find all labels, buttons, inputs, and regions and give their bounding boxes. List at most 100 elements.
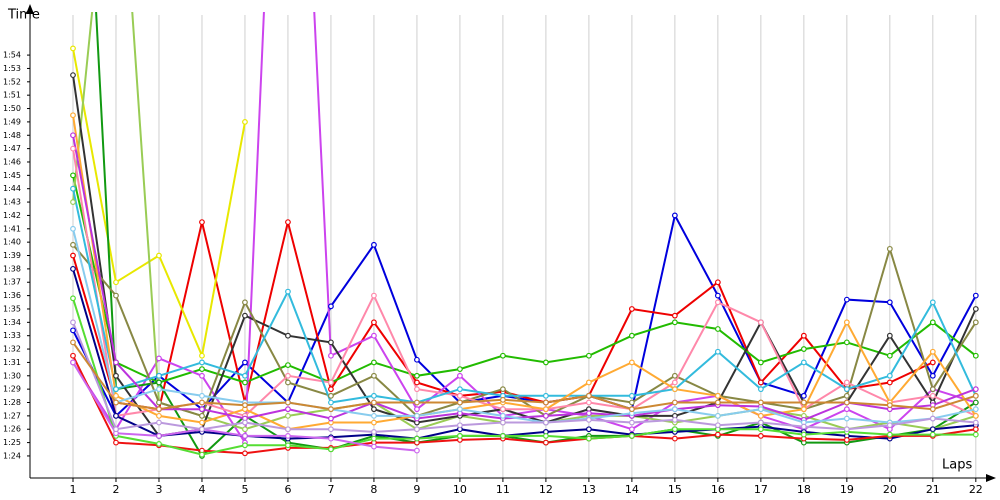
point — [328, 303, 334, 310]
y-tick-label: 1:46 — [3, 157, 21, 166]
point — [371, 319, 377, 326]
point — [457, 433, 463, 439]
point — [285, 412, 291, 419]
x-tick-label: 21 — [926, 483, 940, 496]
point — [242, 450, 248, 457]
point — [371, 443, 377, 450]
point — [70, 252, 76, 259]
point — [199, 419, 205, 426]
point — [242, 442, 248, 449]
point — [285, 362, 291, 368]
point — [285, 372, 291, 379]
point — [371, 406, 377, 413]
point — [929, 348, 936, 355]
point — [757, 419, 764, 426]
y-tick-label: 1:26 — [3, 425, 21, 434]
point — [972, 399, 979, 406]
x-axis-arrow — [986, 474, 996, 482]
point — [457, 372, 463, 379]
point — [972, 412, 979, 419]
point — [156, 252, 162, 259]
point — [156, 355, 162, 362]
point — [886, 245, 893, 252]
point — [285, 288, 291, 295]
point — [542, 359, 549, 366]
point — [671, 416, 678, 423]
point — [199, 352, 205, 359]
point — [714, 299, 721, 306]
point — [328, 426, 334, 433]
point — [414, 412, 420, 419]
point — [542, 433, 549, 439]
point — [671, 399, 678, 406]
y-tick-label: 1:48 — [3, 131, 21, 140]
point — [328, 406, 334, 413]
point — [542, 439, 549, 446]
point — [285, 442, 291, 449]
y-tick-label: 1:24 — [3, 451, 21, 460]
y-tick-label: 1:34 — [3, 318, 21, 327]
y-tick-label: 1:28 — [3, 398, 21, 407]
point — [242, 426, 248, 433]
point — [886, 372, 893, 379]
point — [70, 145, 76, 152]
point — [800, 392, 807, 399]
point — [628, 433, 635, 439]
point — [886, 332, 893, 339]
point — [156, 441, 162, 447]
point — [242, 402, 248, 409]
point — [542, 392, 549, 399]
point — [714, 348, 721, 355]
point — [628, 332, 635, 339]
point — [371, 332, 377, 339]
point — [70, 359, 76, 366]
point — [714, 399, 721, 406]
point — [414, 399, 420, 406]
point — [542, 399, 549, 406]
point — [714, 422, 721, 429]
point — [414, 356, 420, 363]
point — [886, 352, 893, 359]
point — [800, 359, 807, 366]
point — [585, 410, 592, 417]
point — [886, 379, 893, 386]
point — [671, 435, 678, 442]
point — [371, 359, 377, 366]
point — [371, 392, 377, 399]
y-tick-label: 1:29 — [3, 385, 21, 394]
point — [371, 435, 377, 442]
point — [285, 399, 291, 406]
point — [800, 332, 807, 339]
point — [972, 419, 979, 426]
point — [757, 359, 764, 366]
point — [929, 386, 936, 393]
point — [199, 219, 205, 226]
point — [972, 426, 979, 433]
point — [70, 132, 76, 139]
point — [457, 399, 463, 406]
point — [757, 406, 764, 413]
y-tick-label: 1:53 — [3, 64, 21, 73]
point — [843, 386, 850, 393]
point — [929, 299, 936, 306]
point — [972, 386, 979, 393]
x-tick-label: 11 — [496, 483, 510, 496]
point — [585, 352, 592, 359]
point — [500, 419, 506, 426]
point — [328, 392, 334, 399]
series-line — [72, 188, 977, 404]
y-tick-label: 1:37 — [3, 278, 21, 287]
point — [972, 292, 979, 299]
point — [199, 399, 205, 406]
x-tick-label: 5 — [241, 483, 248, 496]
y-tick-label: 1:42 — [3, 211, 21, 220]
point — [843, 406, 850, 413]
point — [457, 392, 463, 399]
x-tick-label: 3 — [155, 483, 162, 496]
point — [199, 451, 205, 458]
y-tick-label: 1:35 — [3, 304, 21, 313]
x-tick-label: 9 — [413, 483, 420, 496]
point — [242, 372, 248, 379]
